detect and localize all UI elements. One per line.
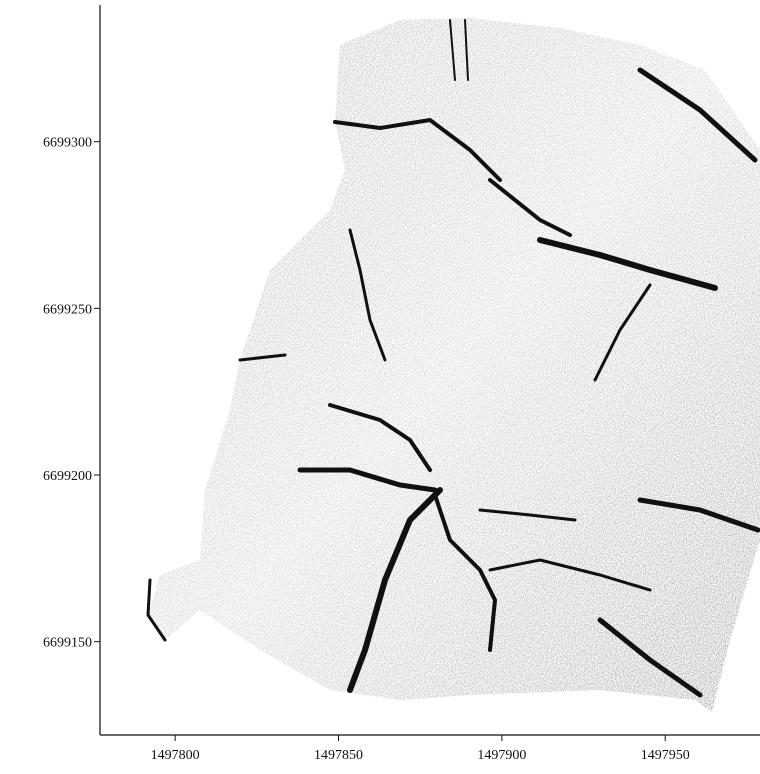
x-tick-label: 1497850	[314, 748, 363, 763]
y-tick-label: 6699150	[43, 636, 92, 651]
page: 1497800 1497850 1497900 1497950 6699150 66992…	[0, 0, 760, 774]
map-chart: 1497800 1497850 1497900 1497950 6699150 66992…	[0, 0, 760, 769]
x-tick-label: 1497900	[477, 748, 526, 763]
x-tick-label: 1497800	[151, 748, 200, 763]
y-tick-label: 6699250	[43, 302, 92, 317]
y-tick-label: 6699300	[43, 136, 92, 151]
y-tick-label: 6699200	[43, 469, 92, 484]
terrain-raster	[148, 18, 760, 712]
terrain-shading	[148, 18, 760, 712]
x-tick-label: 1497950	[641, 748, 690, 763]
